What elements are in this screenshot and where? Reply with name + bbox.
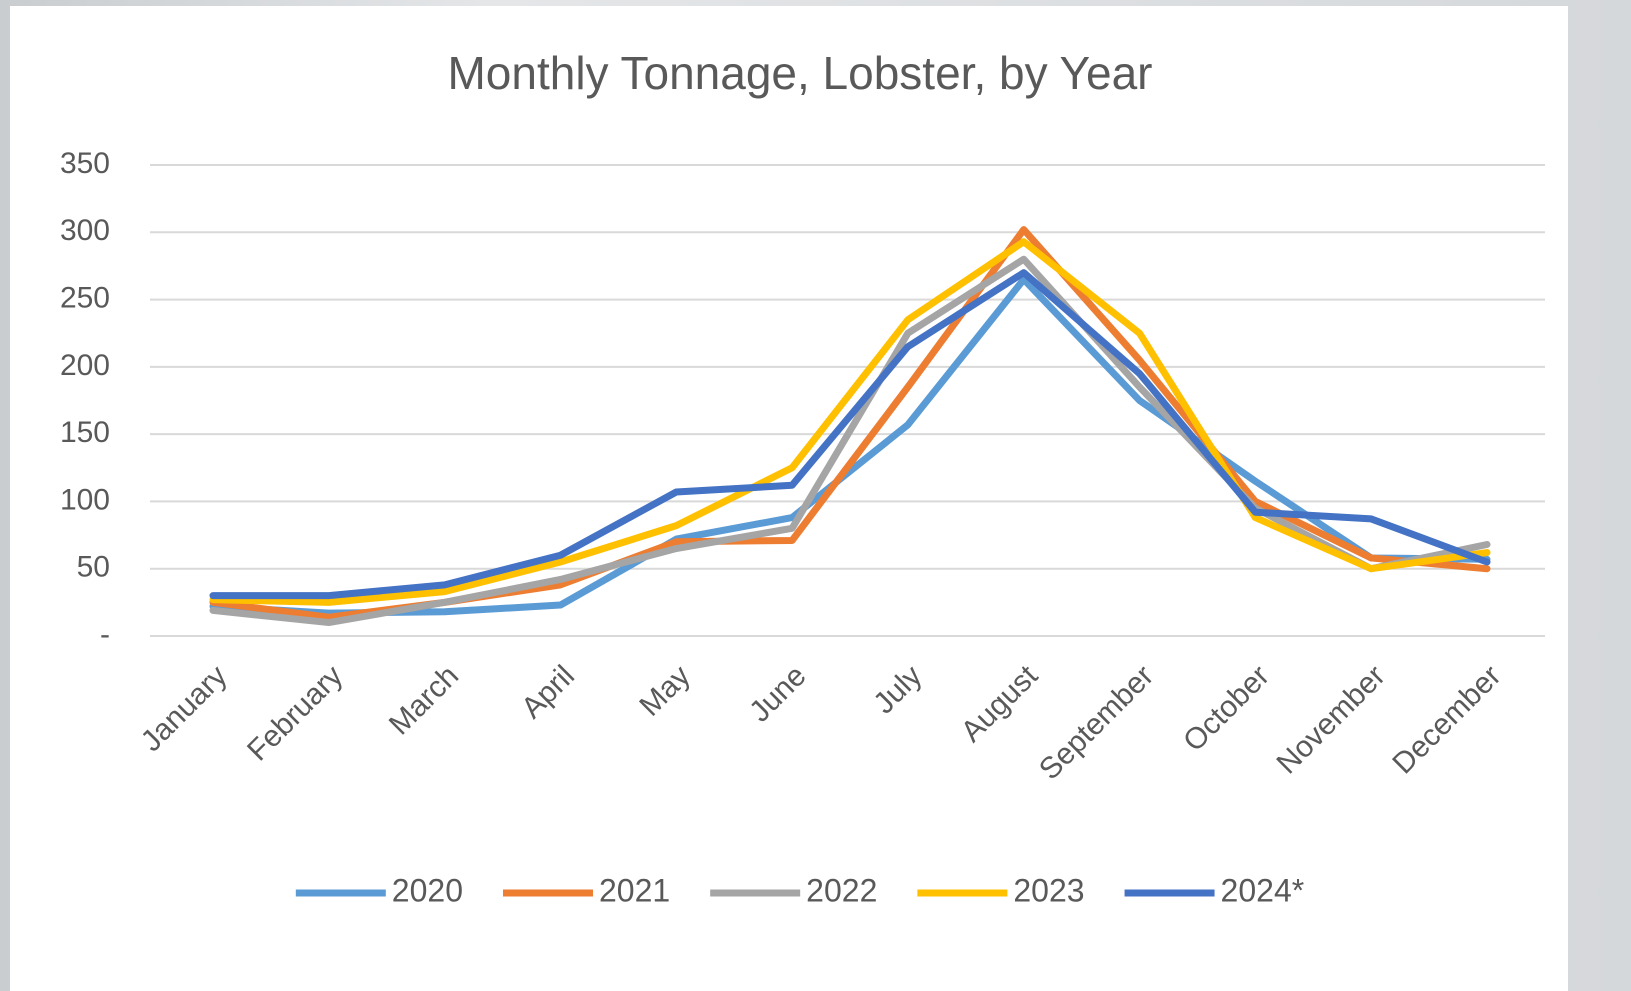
- y-tick-label: 300: [60, 214, 110, 247]
- legend-label: 2023: [1013, 872, 1084, 908]
- legend-label: 2020: [392, 872, 463, 908]
- series-line: [209, 238, 1491, 606]
- y-tick-label: 100: [60, 483, 110, 516]
- legend-label: 2024*: [1221, 872, 1305, 908]
- y-tick-label: -: [100, 618, 110, 651]
- series-line: [209, 255, 1491, 627]
- y-tick-label: 350: [60, 147, 110, 180]
- y-tick-label: 250: [60, 281, 110, 314]
- series-line: [209, 275, 1491, 617]
- series-line: [209, 269, 1491, 600]
- legend-label: 2021: [599, 872, 670, 908]
- y-tick-label: 150: [60, 416, 110, 449]
- y-tick-label: 200: [60, 349, 110, 382]
- y-tick-label: 50: [77, 551, 110, 584]
- chart-title: Monthly Tonnage, Lobster, by Year: [447, 47, 1152, 99]
- legend-label: 2022: [806, 872, 877, 908]
- chart-area: [10, 6, 1568, 991]
